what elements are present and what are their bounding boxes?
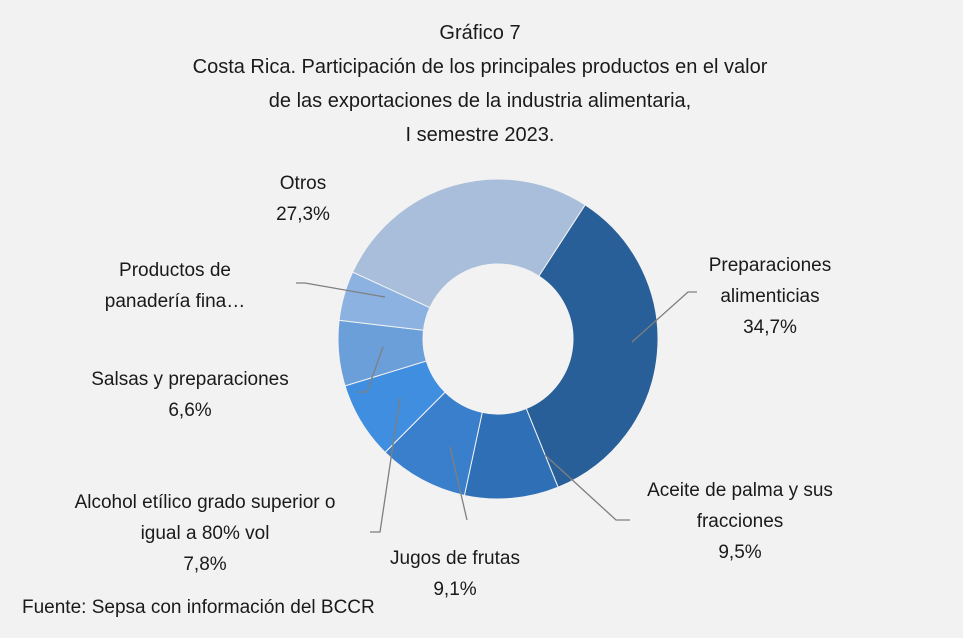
slice-label: Aceite de palma y sus fracciones 9,5% — [620, 475, 860, 568]
leader-line — [544, 454, 630, 521]
category-name: Salsas y preparaciones — [91, 369, 289, 390]
chart-subtitle: de las exportaciones de la industria ali… — [268, 90, 692, 112]
leader-line — [370, 397, 401, 533]
category-name: Otros — [279, 173, 327, 194]
donut-slice — [525, 204, 659, 488]
chart-subtitle: I semestre 2023. — [405, 124, 555, 146]
category-name: Jugos de frutas — [390, 548, 520, 569]
slice-label: Jugos de frutas 9,1% — [355, 543, 555, 605]
slice-label: Preparaciones alimenticias 34,7% — [680, 250, 860, 343]
source-note: Fuente: Sepsa con información del BCCR — [22, 597, 375, 618]
value-label: 27,3% — [276, 204, 330, 225]
category-name: Preparaciones alimenticias — [708, 255, 832, 307]
category-name: Aceite de palma y sus fracciones — [647, 480, 833, 532]
slice-label: Otros 27,3% — [248, 168, 358, 230]
value-label: 6,6% — [168, 400, 212, 421]
leader-line — [631, 291, 697, 343]
leader-line — [449, 446, 468, 521]
chart-title: Gráfico 7 — [439, 22, 521, 44]
category-name: Alcohol etílico grado superior o igual a… — [74, 492, 336, 544]
value-label: 9,1% — [433, 579, 477, 600]
value-label: 7,8% — [183, 554, 227, 575]
leader-line — [296, 282, 386, 298]
category-name: Productos de panadería fina… — [104, 260, 246, 312]
slice-label: Productos de panadería fina… — [85, 255, 265, 317]
value-label: 9,5% — [718, 542, 762, 563]
leader-line — [357, 346, 384, 393]
donut-slice — [351, 178, 586, 309]
slice-label: Salsas y preparaciones 6,6% — [55, 364, 325, 426]
value-label: 34,7% — [743, 317, 797, 338]
slice-label: Alcohol etílico grado superior o igual a… — [55, 487, 355, 580]
chart-subtitle: Costa Rica. Participación de los princip… — [192, 56, 768, 78]
